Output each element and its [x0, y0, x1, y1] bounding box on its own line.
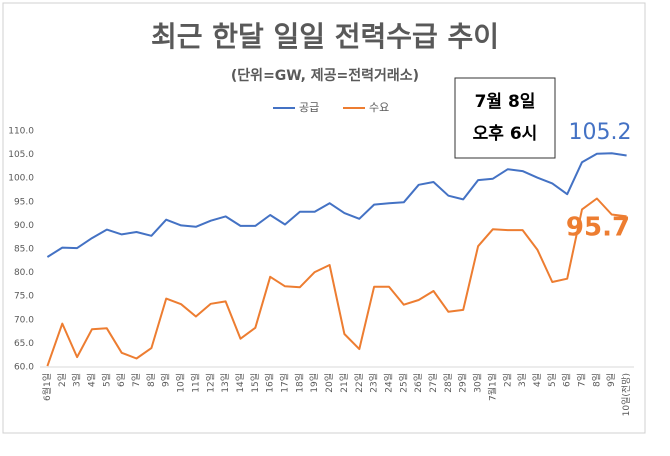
annotation: 105.2 [569, 120, 632, 145]
y-tick-label: 100.0 [8, 174, 34, 184]
x-tick-label: 6월1일 [41, 373, 53, 401]
x-tick-label: 17일 [280, 373, 291, 393]
x-tick-label: 2일 [502, 373, 513, 387]
x-tick-label: 13일 [220, 373, 231, 393]
x-tick-label: 18일 [294, 373, 305, 393]
x-tick-label: 15일 [250, 373, 261, 393]
series-line [46, 197, 627, 367]
x-tick-label: 9일 [606, 373, 617, 387]
x-tick-label: 22일 [354, 373, 365, 393]
x-tick-label: 21일 [339, 373, 350, 393]
y-tick-label: 70.0 [14, 315, 34, 325]
y-tick-label: 75.0 [14, 292, 34, 302]
annotation-box [454, 77, 556, 159]
x-tick-label: 2일 [57, 373, 68, 387]
x-tick-label: 5일 [101, 373, 112, 387]
x-tick-label: 25일 [398, 373, 409, 393]
x-tick-label: 24일 [383, 373, 394, 393]
x-tick-label: 29일 [458, 373, 469, 393]
x-tick-label: 20일 [324, 373, 335, 393]
chart-subtitle: (단위=GW, 제공=전력거래소) [231, 67, 419, 84]
x-tick-label: 10일 [176, 373, 187, 393]
x-tick-label: 26일 [413, 373, 424, 393]
x-tick-label: 3일 [72, 373, 83, 387]
x-tick-label: 16일 [265, 373, 276, 393]
legend-label: 공급 [299, 101, 319, 114]
x-tick-label: 7일 [131, 373, 142, 387]
y-tick-label: 110.0 [8, 127, 34, 137]
x-tick-label: 4일 [532, 373, 543, 387]
y-tick-label: 85.0 [14, 245, 34, 255]
chart-title: 최근 한달 일일 전력수급 추이 [151, 20, 499, 53]
y-tick-label: 80.0 [14, 268, 34, 278]
annotation: 오후 6시 [473, 123, 538, 144]
x-tick-label: 7일 [577, 373, 588, 387]
x-tick-label: 7월1일 [486, 373, 498, 401]
x-tick-label: 3일 [517, 373, 528, 387]
x-tick-label: 4일 [86, 373, 97, 387]
x-tick-label: 8일 [591, 373, 602, 387]
x-tick-label: 6일 [562, 373, 573, 387]
x-tick-label: 23일 [369, 373, 380, 393]
x-tick-label: 6일 [116, 373, 127, 387]
y-tick-label: 90.0 [14, 221, 34, 231]
x-tick-label: 8일 [146, 373, 157, 387]
x-tick-label: 11일 [190, 373, 201, 393]
y-tick-label: 105.0 [8, 150, 34, 160]
series-line [46, 152, 627, 258]
x-tick-label: 19일 [309, 373, 320, 393]
y-tick-label: 95.0 [14, 197, 34, 207]
x-tick-label: 12일 [205, 373, 216, 393]
annotation: 7월 8일 [475, 92, 536, 112]
chart-frame [2, 2, 646, 434]
legend-label: 수요 [369, 101, 389, 114]
x-tick-label: 5일 [547, 373, 558, 387]
x-tick-label: 9일 [161, 373, 172, 387]
x-tick-label: 14일 [235, 373, 246, 393]
x-tick-label: 28일 [443, 373, 454, 393]
x-tick-label: 10일(전망) [621, 373, 632, 416]
x-tick-label: 27일 [428, 373, 439, 393]
y-tick-label: 60.0 [14, 363, 34, 373]
x-tick-label: 30일 [473, 373, 484, 393]
y-tick-label: 65.0 [14, 339, 34, 349]
